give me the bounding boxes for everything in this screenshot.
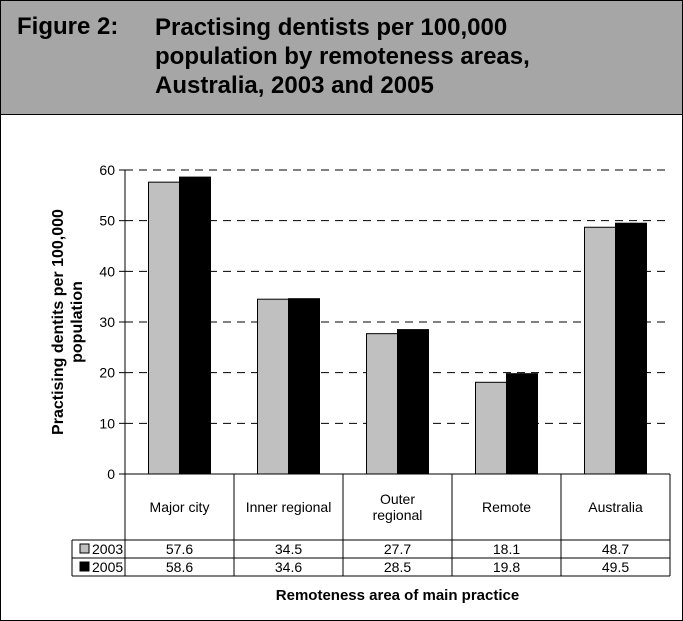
legend-swatch-2005 [79, 561, 90, 572]
y-axis-title: Practising dentits per 100,000 [50, 209, 67, 435]
y-tick-label: 0 [107, 466, 115, 482]
legend-label-2003: 2003 [92, 541, 123, 557]
figure-title-line: Practising dentists per 100,000 [155, 14, 508, 41]
bar-2003 [584, 226, 616, 475]
table-value: 57.6 [166, 541, 193, 557]
y-tick-label: 10 [99, 415, 115, 431]
table-value: 27.7 [384, 541, 411, 557]
table-value: 18.1 [493, 541, 520, 557]
y-tick-label: 30 [99, 314, 115, 330]
x-category-label: Inner regional [246, 499, 332, 515]
x-category-label: Outer [380, 491, 415, 507]
y-tick-label: 40 [99, 263, 115, 279]
legend-swatch-2003 [79, 543, 90, 554]
y-tick-label: 60 [99, 162, 115, 178]
table-value: 34.5 [275, 541, 302, 557]
y-axis-title: population [69, 281, 86, 363]
table-value: 19.8 [493, 559, 520, 575]
figure-label: Figure 2: [17, 13, 119, 40]
bar-2005 [615, 222, 647, 475]
y-tick-label: 20 [99, 365, 115, 381]
table-value: 48.7 [602, 541, 629, 557]
x-category-label: Australia [588, 499, 643, 515]
figure-header: Figure 2: Practising dentists per 100,00… [1, 1, 682, 115]
x-axis-title: Remoteness area of main practice [276, 587, 519, 604]
table-value: 49.5 [602, 559, 629, 575]
x-category-label: regional [373, 507, 423, 523]
x-category-label: Remote [482, 499, 531, 515]
y-tick-label: 50 [99, 213, 115, 229]
table-value: 28.5 [384, 559, 411, 575]
bar-2003 [475, 381, 507, 475]
legend-label-2005: 2005 [92, 559, 123, 575]
bar-2005 [397, 329, 429, 475]
table-value: 58.6 [166, 559, 193, 575]
x-category-label: Major city [150, 499, 210, 515]
bar-2003 [366, 333, 398, 475]
bar-2003 [148, 181, 180, 475]
bar-2005 [506, 373, 538, 475]
figure-title-line: population by remoteness areas, [155, 43, 530, 70]
figure-title: Practising dentists per 100,000 populati… [155, 13, 665, 100]
bar-2003 [257, 298, 289, 475]
figure-title-line: Australia, 2003 and 2005 [155, 72, 434, 99]
table-value: 34.6 [275, 559, 302, 575]
bar-2005 [288, 298, 320, 475]
bar-2005 [179, 176, 211, 475]
